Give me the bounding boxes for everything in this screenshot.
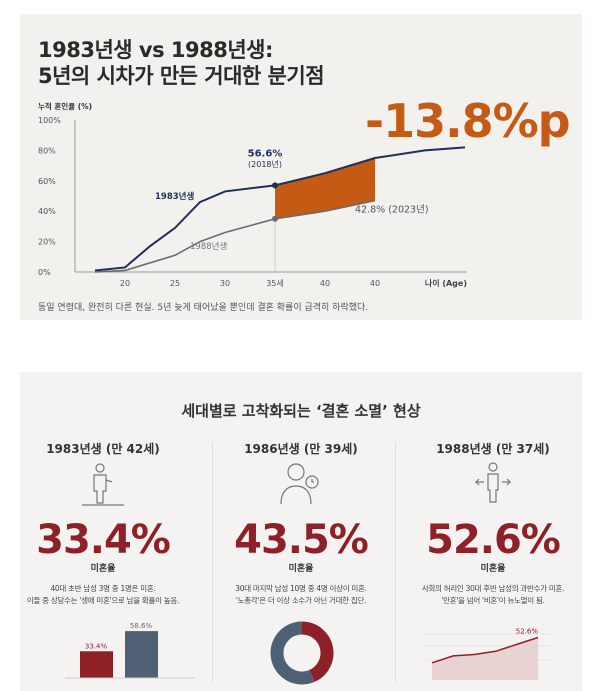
x-tick-label: 40 xyxy=(370,279,380,288)
line-end-label: 52.6% xyxy=(516,628,539,636)
data-point xyxy=(272,215,278,222)
gap-area xyxy=(275,158,375,219)
divider xyxy=(395,442,396,682)
x-tick-label: 25 xyxy=(170,279,180,288)
series-line-1983 xyxy=(94,146,466,272)
chart-caption: 동일 연령대, 완전히 다른 현실. 5년 늦게 태어났을 뿐인데 결혼 확률이… xyxy=(38,303,369,313)
y-tick-label: 0% xyxy=(38,268,51,277)
column-header: 1988년생 (만 37세) xyxy=(436,442,550,456)
unmarried-rate: 43.5% xyxy=(234,517,369,563)
description-line: '노총각'은 더 이상 소수가 아닌 거대한 집단. xyxy=(235,596,367,605)
description-line: 40대 초반 남성 3명 중 1명은 미혼. xyxy=(50,584,156,593)
series-line-1988 xyxy=(94,199,376,273)
generation-panel: 세대별로 고착화되는 ‘결혼 소멸’ 현상 1983년생 (만 42세) 33.… xyxy=(20,372,582,691)
unmarried-rate: 52.6% xyxy=(426,517,561,563)
person-crossroads-icon xyxy=(474,462,512,503)
unmarried-rate-label: 미혼율 xyxy=(288,564,314,574)
unmarried-rate: 33.4% xyxy=(36,517,171,563)
donut-slice xyxy=(270,621,315,685)
y-tick-label: 60% xyxy=(38,177,56,186)
gap-highlight: -13.8%p xyxy=(365,94,571,148)
marriage-rate-chart-panel: 1983년생 vs 1988년생: 5년의 시차가 만든 거대한 분기점 -13… xyxy=(20,14,582,320)
column-1983: 1983년생 (만 42세) 33.4% 미혼율 40대 초반 남성 3명 중 … xyxy=(10,442,196,607)
description-line: '만혼'을 넘어 '비혼'이 뉴노멀이 됨. xyxy=(441,596,545,605)
bar-label: 58.6% xyxy=(130,622,153,630)
page-title-line2: 5년의 시차가 만든 거대한 분기점 xyxy=(38,64,325,88)
donut-slice xyxy=(301,621,334,682)
divider xyxy=(212,442,213,682)
x-tick-label: 35세 xyxy=(266,279,284,288)
series-label: 1983년생 xyxy=(155,191,194,202)
cumulative-marriage-chart: 누적 혼인율 (%) 0% 20% 40% 60% 80% 100% 20 25 30 35세 40 4… xyxy=(38,101,467,288)
column-1986: 1986년생 (만 39세) 43.5% 미혼율 30대 마지막 남성 10명 … xyxy=(208,442,394,607)
y-tick-label: 80% xyxy=(38,146,56,155)
trend-line xyxy=(431,636,539,664)
y-tick-label: 40% xyxy=(38,207,56,216)
y-tick-label: 20% xyxy=(38,238,56,247)
bar-label: 33.4% xyxy=(85,642,108,650)
x-tick-label: 40 xyxy=(320,279,330,288)
person-clock-icon xyxy=(280,463,319,505)
annotation-year: (2018년) xyxy=(248,159,282,169)
x-tick-label: 20 xyxy=(120,279,130,288)
column-header: 1986년생 (만 39세) xyxy=(244,442,358,456)
bar xyxy=(80,651,113,678)
annotation-value: 56.6% xyxy=(248,148,283,159)
description-line: 이들 중 상당수는 '생애 미혼'으로 남을 확률이 높음. xyxy=(26,596,180,605)
section-title: 세대별로 고착화되는 ‘결혼 소멸’ 현상 xyxy=(181,402,421,420)
mini-charts: 33.4% 58.6% 52.6% xyxy=(65,621,550,685)
data-point xyxy=(272,182,278,189)
page-title-line1: 1983년생 vs 1988년생: xyxy=(38,38,273,62)
x-tick-label: 30 xyxy=(220,279,230,288)
unmarried-rate-label: 미혼율 xyxy=(480,564,506,574)
person-standing-icon xyxy=(82,463,124,506)
line-area xyxy=(432,637,538,680)
description-line: 사회의 허리인 30대 후반 남성의 과반수가 미혼. xyxy=(421,584,565,593)
unmarried-rate-label: 미혼율 xyxy=(90,564,116,574)
y-tick-label: 100% xyxy=(38,116,61,125)
description-line: 30대 마지막 남성 10명 중 4명 이상이 미혼. xyxy=(235,584,367,593)
series-label: 1988년생 xyxy=(190,241,227,252)
x-axis-label: 나이 (Age) xyxy=(425,278,467,288)
bar xyxy=(125,631,158,678)
column-1988: 1988년생 (만 37세) 52.6% 미혼율 사회의 허리인 30대 후반 … xyxy=(400,442,586,607)
column-header: 1983년생 (만 42세) xyxy=(46,442,160,456)
y-axis-label: 누적 혼인율 (%) xyxy=(38,101,92,111)
annotation-value: 42.8% (2023년) xyxy=(355,205,429,216)
